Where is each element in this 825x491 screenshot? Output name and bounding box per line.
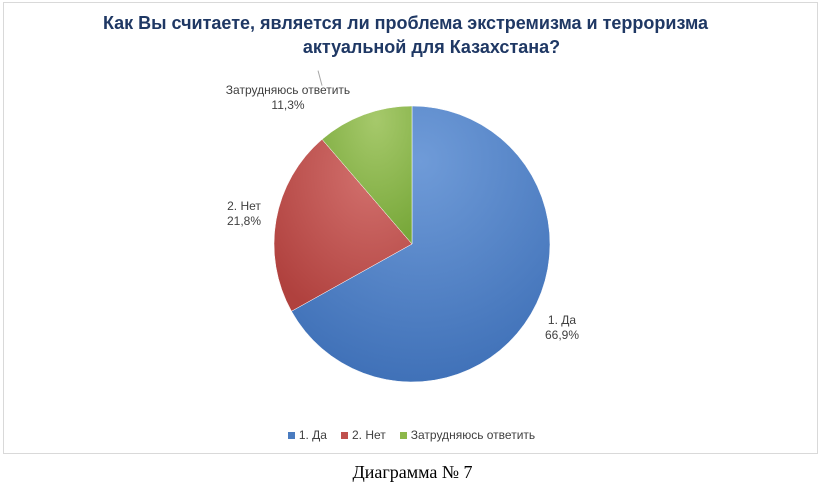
figure-caption: Диаграмма № 7 [352,462,473,482]
data-label-da-name: 1. Да [547,313,577,327]
leader-line [317,70,323,86]
legend-item-net: 2. Нет [340,428,386,442]
chart-title-line-1: Как Вы считаете, является ли проблема эк… [102,13,709,33]
legend-label-zatrudnyayus: Затрудняюсь ответить [410,428,536,442]
chart-area: Как Вы считаете, является ли проблема эк… [3,2,818,454]
legend-swatch-zatrudnyayus [399,431,407,439]
legend-item-da: 1. Да [287,428,327,442]
pie-chart [273,70,551,383]
pie-slice-zatrudnyayus [321,105,413,245]
data-label-da: 1. Да 66,9% [526,313,598,343]
pie-slice-net [273,138,413,312]
data-label-zatrudnyayus: Затрудняюсь ответить 11,3% [215,83,361,113]
chart-title: Как Вы считаете, является ли проблема эк… [4,11,819,59]
chart-legend: 1. Да 2. Нет Затрудняюсь ответить [4,428,819,442]
legend-label-da: 1. Да [298,428,327,442]
legend-swatch-net [340,431,348,439]
data-label-net-value: 21,8% [226,214,262,228]
data-label-zatrudnyayus-name: Затрудняюсь ответить [225,83,351,97]
data-label-net: 2. Нет 21,8% [208,199,280,229]
legend-label-net: 2. Нет [351,428,386,442]
data-label-net-name: 2. Нет [227,199,261,213]
legend-swatch-da [287,431,295,439]
legend-item-zatrudnyayus: Затрудняюсь ответить [399,428,536,442]
data-label-da-value: 66,9% [544,328,580,342]
pie-slice-da [291,105,551,383]
data-label-zatrudnyayus-value: 11,3% [271,98,305,112]
chart-title-line-2: актуальной для Казахстана? [302,37,561,57]
